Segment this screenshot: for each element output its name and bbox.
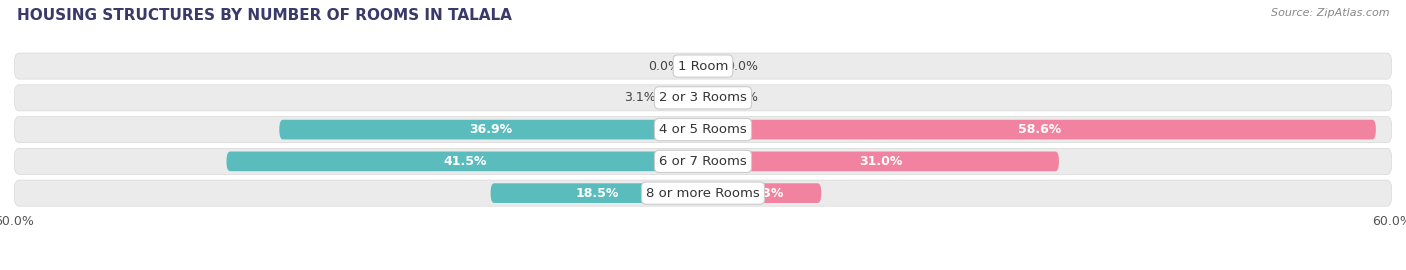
- FancyBboxPatch shape: [491, 183, 703, 203]
- Text: 0.0%: 0.0%: [648, 60, 681, 73]
- Text: 1 Room: 1 Room: [678, 60, 728, 73]
- Text: 36.9%: 36.9%: [470, 123, 513, 136]
- FancyBboxPatch shape: [280, 120, 703, 139]
- FancyBboxPatch shape: [703, 151, 1059, 171]
- Text: 58.6%: 58.6%: [1018, 123, 1062, 136]
- Text: 3.1%: 3.1%: [624, 91, 657, 104]
- Text: 41.5%: 41.5%: [443, 155, 486, 168]
- FancyBboxPatch shape: [14, 117, 1392, 143]
- Text: Source: ZipAtlas.com: Source: ZipAtlas.com: [1271, 8, 1389, 18]
- FancyBboxPatch shape: [703, 183, 821, 203]
- FancyBboxPatch shape: [703, 120, 1376, 139]
- Text: 8 or more Rooms: 8 or more Rooms: [647, 187, 759, 200]
- FancyBboxPatch shape: [226, 151, 703, 171]
- FancyBboxPatch shape: [14, 180, 1392, 206]
- FancyBboxPatch shape: [14, 85, 1392, 111]
- Text: 4 or 5 Rooms: 4 or 5 Rooms: [659, 123, 747, 136]
- Text: 18.5%: 18.5%: [575, 187, 619, 200]
- Text: 2 or 3 Rooms: 2 or 3 Rooms: [659, 91, 747, 104]
- Text: HOUSING STRUCTURES BY NUMBER OF ROOMS IN TALALA: HOUSING STRUCTURES BY NUMBER OF ROOMS IN…: [17, 8, 512, 23]
- FancyBboxPatch shape: [668, 88, 703, 108]
- Text: 0.0%: 0.0%: [725, 91, 758, 104]
- Text: 6 or 7 Rooms: 6 or 7 Rooms: [659, 155, 747, 168]
- Text: 10.3%: 10.3%: [741, 187, 783, 200]
- FancyBboxPatch shape: [14, 53, 1392, 79]
- FancyBboxPatch shape: [14, 148, 1392, 174]
- Text: 31.0%: 31.0%: [859, 155, 903, 168]
- Text: 0.0%: 0.0%: [725, 60, 758, 73]
